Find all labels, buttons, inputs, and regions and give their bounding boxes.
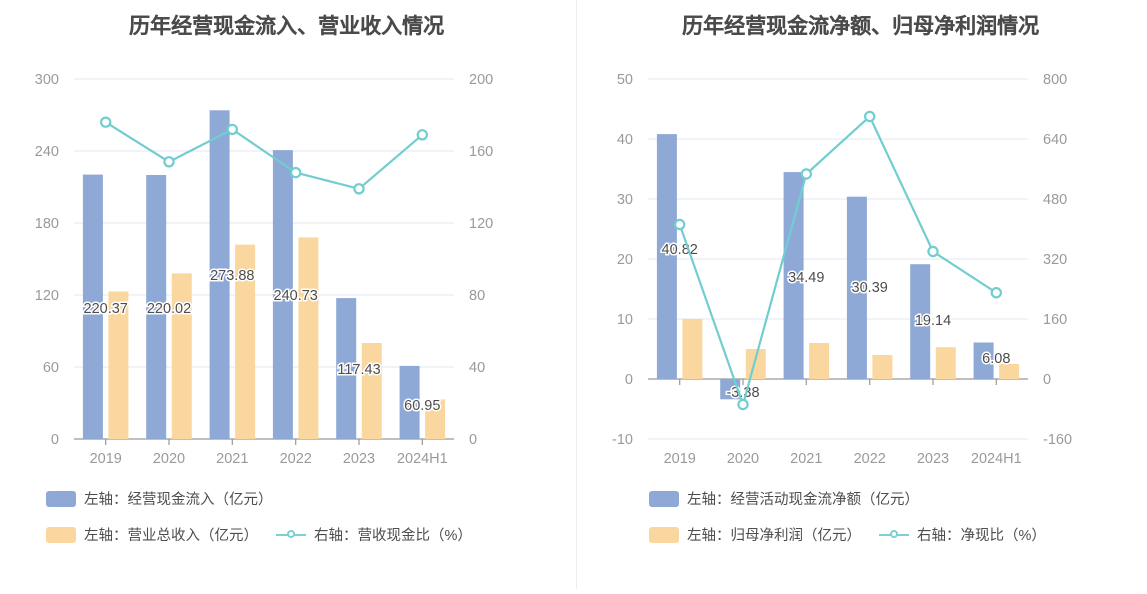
svg-text:2023: 2023 — [917, 451, 949, 467]
svg-text:200: 200 — [469, 72, 493, 88]
svg-text:50: 50 — [617, 72, 633, 88]
svg-text:2022: 2022 — [280, 451, 312, 467]
svg-text:2021: 2021 — [216, 451, 248, 467]
svg-text:2019: 2019 — [90, 451, 122, 467]
svg-text:2024H1: 2024H1 — [397, 451, 448, 467]
svg-text:10: 10 — [617, 312, 633, 328]
svg-text:240.73: 240.73 — [274, 288, 318, 304]
svg-text:117.43: 117.43 — [337, 362, 380, 378]
svg-text:30: 30 — [617, 192, 633, 208]
svg-text:0: 0 — [51, 432, 59, 448]
svg-text:480: 480 — [1043, 192, 1067, 208]
svg-text:0: 0 — [1043, 372, 1051, 388]
svg-text:640: 640 — [1043, 132, 1067, 148]
svg-text:60: 60 — [43, 360, 59, 376]
svg-text:6.08: 6.08 — [982, 351, 1010, 367]
svg-text:-10: -10 — [612, 432, 633, 448]
svg-text:220.37: 220.37 — [84, 301, 128, 317]
svg-text:-3.38: -3.38 — [726, 385, 759, 401]
svg-text:40: 40 — [469, 360, 485, 376]
svg-text:160: 160 — [1043, 312, 1067, 328]
svg-text:2020: 2020 — [153, 451, 185, 467]
svg-text:0: 0 — [469, 432, 477, 448]
svg-text:180: 180 — [35, 216, 59, 232]
svg-text:160: 160 — [469, 144, 493, 160]
svg-text:2022: 2022 — [854, 451, 886, 467]
svg-text:2024H1: 2024H1 — [971, 451, 1022, 467]
svg-text:320: 320 — [1043, 252, 1067, 268]
svg-text:300: 300 — [35, 72, 59, 88]
svg-text:40.82: 40.82 — [662, 242, 698, 258]
svg-text:0: 0 — [625, 372, 633, 388]
svg-text:273.88: 273.88 — [210, 268, 254, 284]
svg-text:2020: 2020 — [727, 451, 759, 467]
svg-text:2023: 2023 — [343, 451, 375, 467]
svg-text:240: 240 — [35, 144, 59, 160]
svg-text:120: 120 — [35, 288, 59, 304]
svg-text:34.49: 34.49 — [788, 270, 824, 286]
svg-text:220.02: 220.02 — [147, 301, 191, 317]
svg-text:800: 800 — [1043, 72, 1067, 88]
svg-text:30.39: 30.39 — [852, 280, 888, 296]
svg-text:2021: 2021 — [790, 451, 822, 467]
svg-text:120: 120 — [469, 216, 493, 232]
svg-text:20: 20 — [617, 252, 633, 268]
svg-text:40: 40 — [617, 132, 633, 148]
svg-text:-160: -160 — [1043, 432, 1072, 448]
svg-text:80: 80 — [469, 288, 485, 304]
svg-text:60.95: 60.95 — [404, 398, 440, 414]
svg-text:19.14: 19.14 — [915, 313, 951, 329]
svg-text:2019: 2019 — [664, 451, 696, 467]
